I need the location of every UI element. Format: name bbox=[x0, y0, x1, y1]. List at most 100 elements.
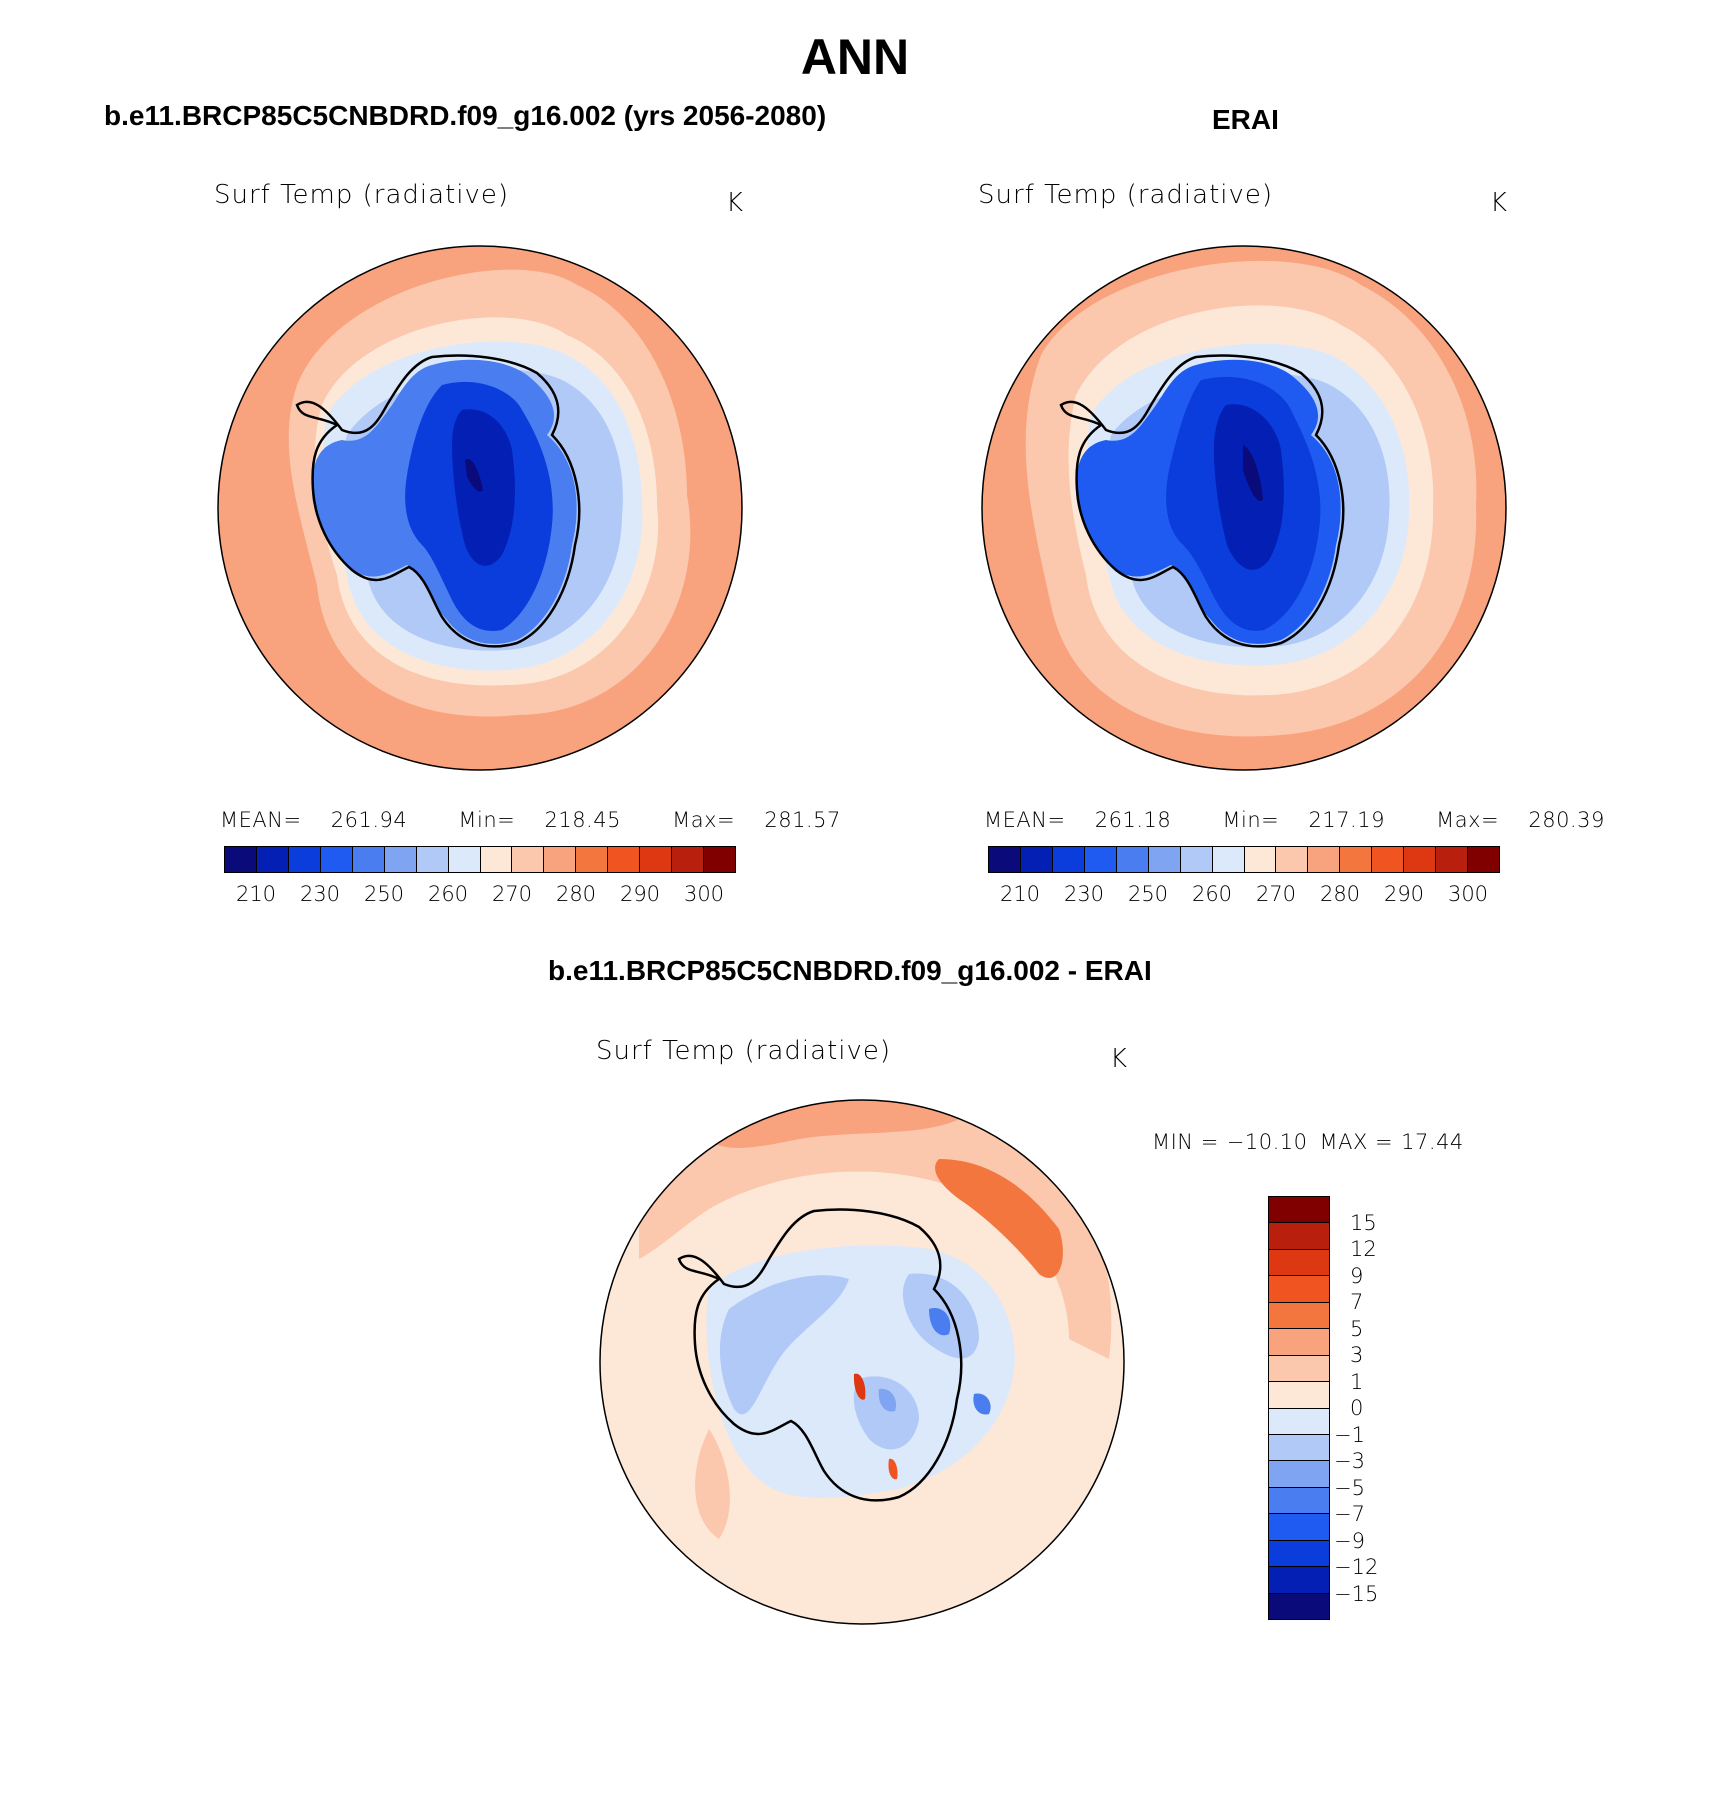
diff-max-value: 17.44 bbox=[1401, 1130, 1464, 1154]
model-colorbar-tick: 270 bbox=[491, 882, 533, 906]
obs-colorbar-tick: 280 bbox=[1319, 882, 1361, 906]
model-colorbar-swatch-4 bbox=[352, 847, 385, 872]
model-colorbar-swatch-15 bbox=[704, 847, 735, 872]
obs-mean: MEAN= 261.18 bbox=[984, 808, 1193, 832]
model-colorbar-swatch-2 bbox=[288, 847, 321, 872]
diff-colorbar-swatch-8 bbox=[1269, 1408, 1329, 1435]
obs-colorbar-tick: 260 bbox=[1191, 882, 1233, 906]
obs-mean-label: MEAN= bbox=[984, 808, 1066, 832]
model-colorbar-tick: 300 bbox=[683, 882, 725, 906]
model-colorbar-tick: 290 bbox=[619, 882, 661, 906]
obs-colorbar-swatch-13 bbox=[1404, 847, 1437, 872]
obs-coastline bbox=[1059, 354, 1345, 648]
diff-colorbar-ticks: 15 12 9 7 5 3 1 0 −1 −3 −5 −7 −9 −12 −15 bbox=[1334, 1196, 1420, 1620]
model-polar-map bbox=[217, 245, 743, 771]
model-max-value: 281.57 bbox=[764, 808, 841, 832]
diff-colorbar-swatch-2 bbox=[1269, 1249, 1329, 1277]
obs-colorbar-swatch-9 bbox=[1276, 847, 1309, 872]
diff-map-fill bbox=[600, 1100, 1124, 1624]
obs-colorbar-tick: 210 bbox=[999, 882, 1041, 906]
obs-min-value: 217.19 bbox=[1308, 808, 1385, 832]
diff-colorbar-tick: −12 bbox=[1334, 1555, 1379, 1579]
obs-colorbar-swatch-5 bbox=[1148, 847, 1181, 872]
obs-colorbar bbox=[988, 846, 1500, 873]
model-colorbar-swatch-12 bbox=[608, 847, 641, 872]
model-colorbar-swatch-5 bbox=[384, 847, 417, 872]
obs-stats: MEAN= 261.18 Min= 217.19 Max= 280.39 bbox=[984, 808, 1649, 832]
obs-colorbar-swatch-12 bbox=[1372, 847, 1405, 872]
diff-colorbar-tick: 12 bbox=[1350, 1237, 1377, 1261]
diff-colder-spot-3 bbox=[973, 1393, 991, 1415]
model-colorbar-tick: 210 bbox=[235, 882, 277, 906]
diff-colorbar-tick: −5 bbox=[1334, 1475, 1365, 1500]
diff-colorbar-tick: −15 bbox=[1334, 1581, 1379, 1606]
model-colorbar-swatch-11 bbox=[576, 847, 609, 872]
obs-colorbar-swatch-10 bbox=[1308, 847, 1341, 872]
diff-colorbar-swatch-3 bbox=[1269, 1276, 1329, 1303]
diff-colorbar-swatch-11 bbox=[1269, 1487, 1329, 1515]
diff-units-label: K bbox=[1110, 1044, 1128, 1074]
obs-panel-title: ERAI bbox=[1212, 104, 1279, 135]
obs-colorbar-swatch-6 bbox=[1180, 847, 1213, 872]
obs-colorbar-swatch-11 bbox=[1340, 847, 1373, 872]
diff-max-label: MAX = bbox=[1319, 1130, 1394, 1154]
model-coastline bbox=[295, 354, 581, 648]
diff-warm-spot bbox=[853, 1373, 866, 1400]
obs-colorbar-swatch-2 bbox=[1052, 847, 1085, 872]
model-colorbar-swatch-14 bbox=[672, 847, 705, 872]
model-colorbar-swatch-0 bbox=[225, 847, 257, 872]
diff-coastline bbox=[677, 1208, 963, 1502]
diff-colorbar-swatch-4 bbox=[1269, 1302, 1329, 1330]
diff-colorbar-tick: −3 bbox=[1334, 1449, 1365, 1473]
model-antarctica-interior bbox=[452, 409, 515, 566]
model-colorbar-swatch-8 bbox=[480, 847, 513, 872]
diff-colorbar-tick: 1 bbox=[1350, 1369, 1364, 1394]
model-units-label: K bbox=[726, 188, 744, 218]
model-min-label: Min= bbox=[458, 808, 516, 832]
obs-colorbar-tick: 230 bbox=[1063, 882, 1105, 906]
diff-colorbar-tick: 9 bbox=[1350, 1263, 1364, 1288]
diff-mild-ring bbox=[639, 1106, 1112, 1359]
model-mean-value: 261.94 bbox=[330, 808, 408, 832]
diff-warm-spot-2 bbox=[888, 1458, 898, 1480]
diff-colorbar-swatch-14 bbox=[1269, 1567, 1329, 1594]
obs-colorbar-tick: 300 bbox=[1447, 882, 1489, 906]
obs-colorbar-swatch-7 bbox=[1212, 847, 1245, 872]
diff-colorbar-swatch-6 bbox=[1269, 1355, 1329, 1383]
diff-colorbar-tick: 3 bbox=[1350, 1343, 1364, 1367]
obs-colorbar-tick: 270 bbox=[1255, 882, 1297, 906]
model-mean: MEAN= 261.94 bbox=[220, 808, 429, 832]
obs-colorbar-tick: 250 bbox=[1127, 882, 1169, 906]
diff-colorbar-swatch-1 bbox=[1269, 1223, 1329, 1250]
model-coldest-core bbox=[465, 459, 483, 492]
diff-colorbar-swatch-15 bbox=[1269, 1593, 1329, 1619]
obs-colorbar-swatch-1 bbox=[1020, 847, 1053, 872]
model-max: Max= 281.57 bbox=[672, 808, 863, 832]
obs-units-label: K bbox=[1490, 188, 1508, 218]
obs-polar-map bbox=[981, 245, 1507, 771]
diff-minmax: MIN = −10.10 MAX = 17.44 bbox=[1152, 1130, 1464, 1154]
model-min: Min= 218.45 bbox=[458, 808, 643, 832]
model-stats: MEAN= 261.94 Min= 218.45 Max= 281.57 bbox=[220, 808, 885, 832]
model-mean-label: MEAN= bbox=[220, 808, 302, 832]
model-variable-label: Surf Temp (radiative) bbox=[214, 180, 510, 210]
model-colorbar-tick: 230 bbox=[299, 882, 341, 906]
model-max-label: Max= bbox=[672, 808, 736, 832]
diff-colorbar-swatch-12 bbox=[1269, 1514, 1329, 1541]
diff-warm-patch bbox=[935, 1159, 1063, 1278]
model-map-border bbox=[217, 245, 743, 771]
model-map-fill bbox=[218, 246, 742, 770]
obs-variable-label: Surf Temp (radiative) bbox=[978, 180, 1274, 210]
diff-colorbar-tick: 15 bbox=[1350, 1210, 1377, 1235]
diff-variable-label: Surf Temp (radiative) bbox=[596, 1036, 892, 1066]
obs-max-value: 280.39 bbox=[1528, 808, 1605, 832]
diff-colorbar-swatch-13 bbox=[1269, 1540, 1329, 1568]
diff-panel-title: b.e11.BRCP85C5CNBDRD.f09_g16.002 - ERAI bbox=[548, 955, 1152, 986]
model-colorbar-swatch-6 bbox=[416, 847, 449, 872]
model-colorbar-tick: 250 bbox=[363, 882, 405, 906]
diff-colorbar bbox=[1268, 1196, 1330, 1620]
diff-min-label: MIN = bbox=[1152, 1130, 1219, 1154]
diff-mild-patch bbox=[695, 1429, 730, 1539]
obs-max-label: Max= bbox=[1436, 808, 1500, 832]
obs-colorbar-swatch-14 bbox=[1436, 847, 1469, 872]
